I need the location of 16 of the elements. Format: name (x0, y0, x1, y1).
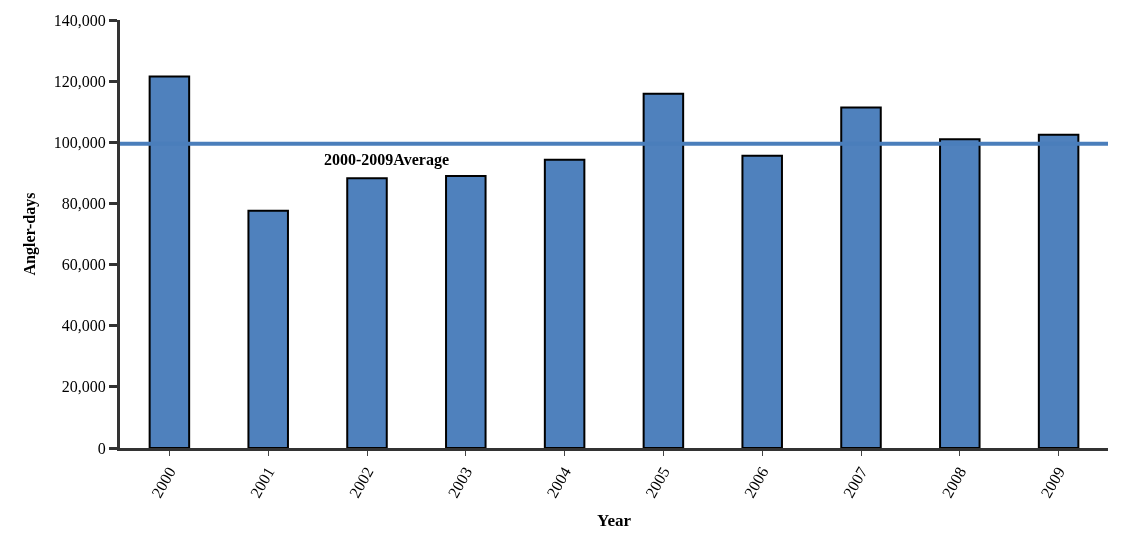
y-tick-label: 120,000 (53, 72, 106, 90)
x-axis-title: Year (597, 510, 632, 530)
y-axis-title: Angler-days (20, 192, 39, 276)
y-tick-label: 60,000 (61, 256, 106, 274)
bar (543, 158, 586, 448)
bar (247, 209, 289, 448)
ref-line-label: 2000-2009Average (324, 151, 449, 169)
y-tick-label: 40,000 (61, 317, 106, 335)
y-tick-label: 80,000 (61, 195, 106, 213)
bar (741, 154, 783, 448)
bar (445, 174, 487, 448)
y-tick-label: 20,000 (61, 378, 106, 396)
bar (346, 177, 388, 448)
y-tick-label: 0 (97, 439, 106, 457)
y-tick-label: 140,000 (53, 11, 106, 29)
y-tick-label: 100,000 (53, 133, 106, 151)
